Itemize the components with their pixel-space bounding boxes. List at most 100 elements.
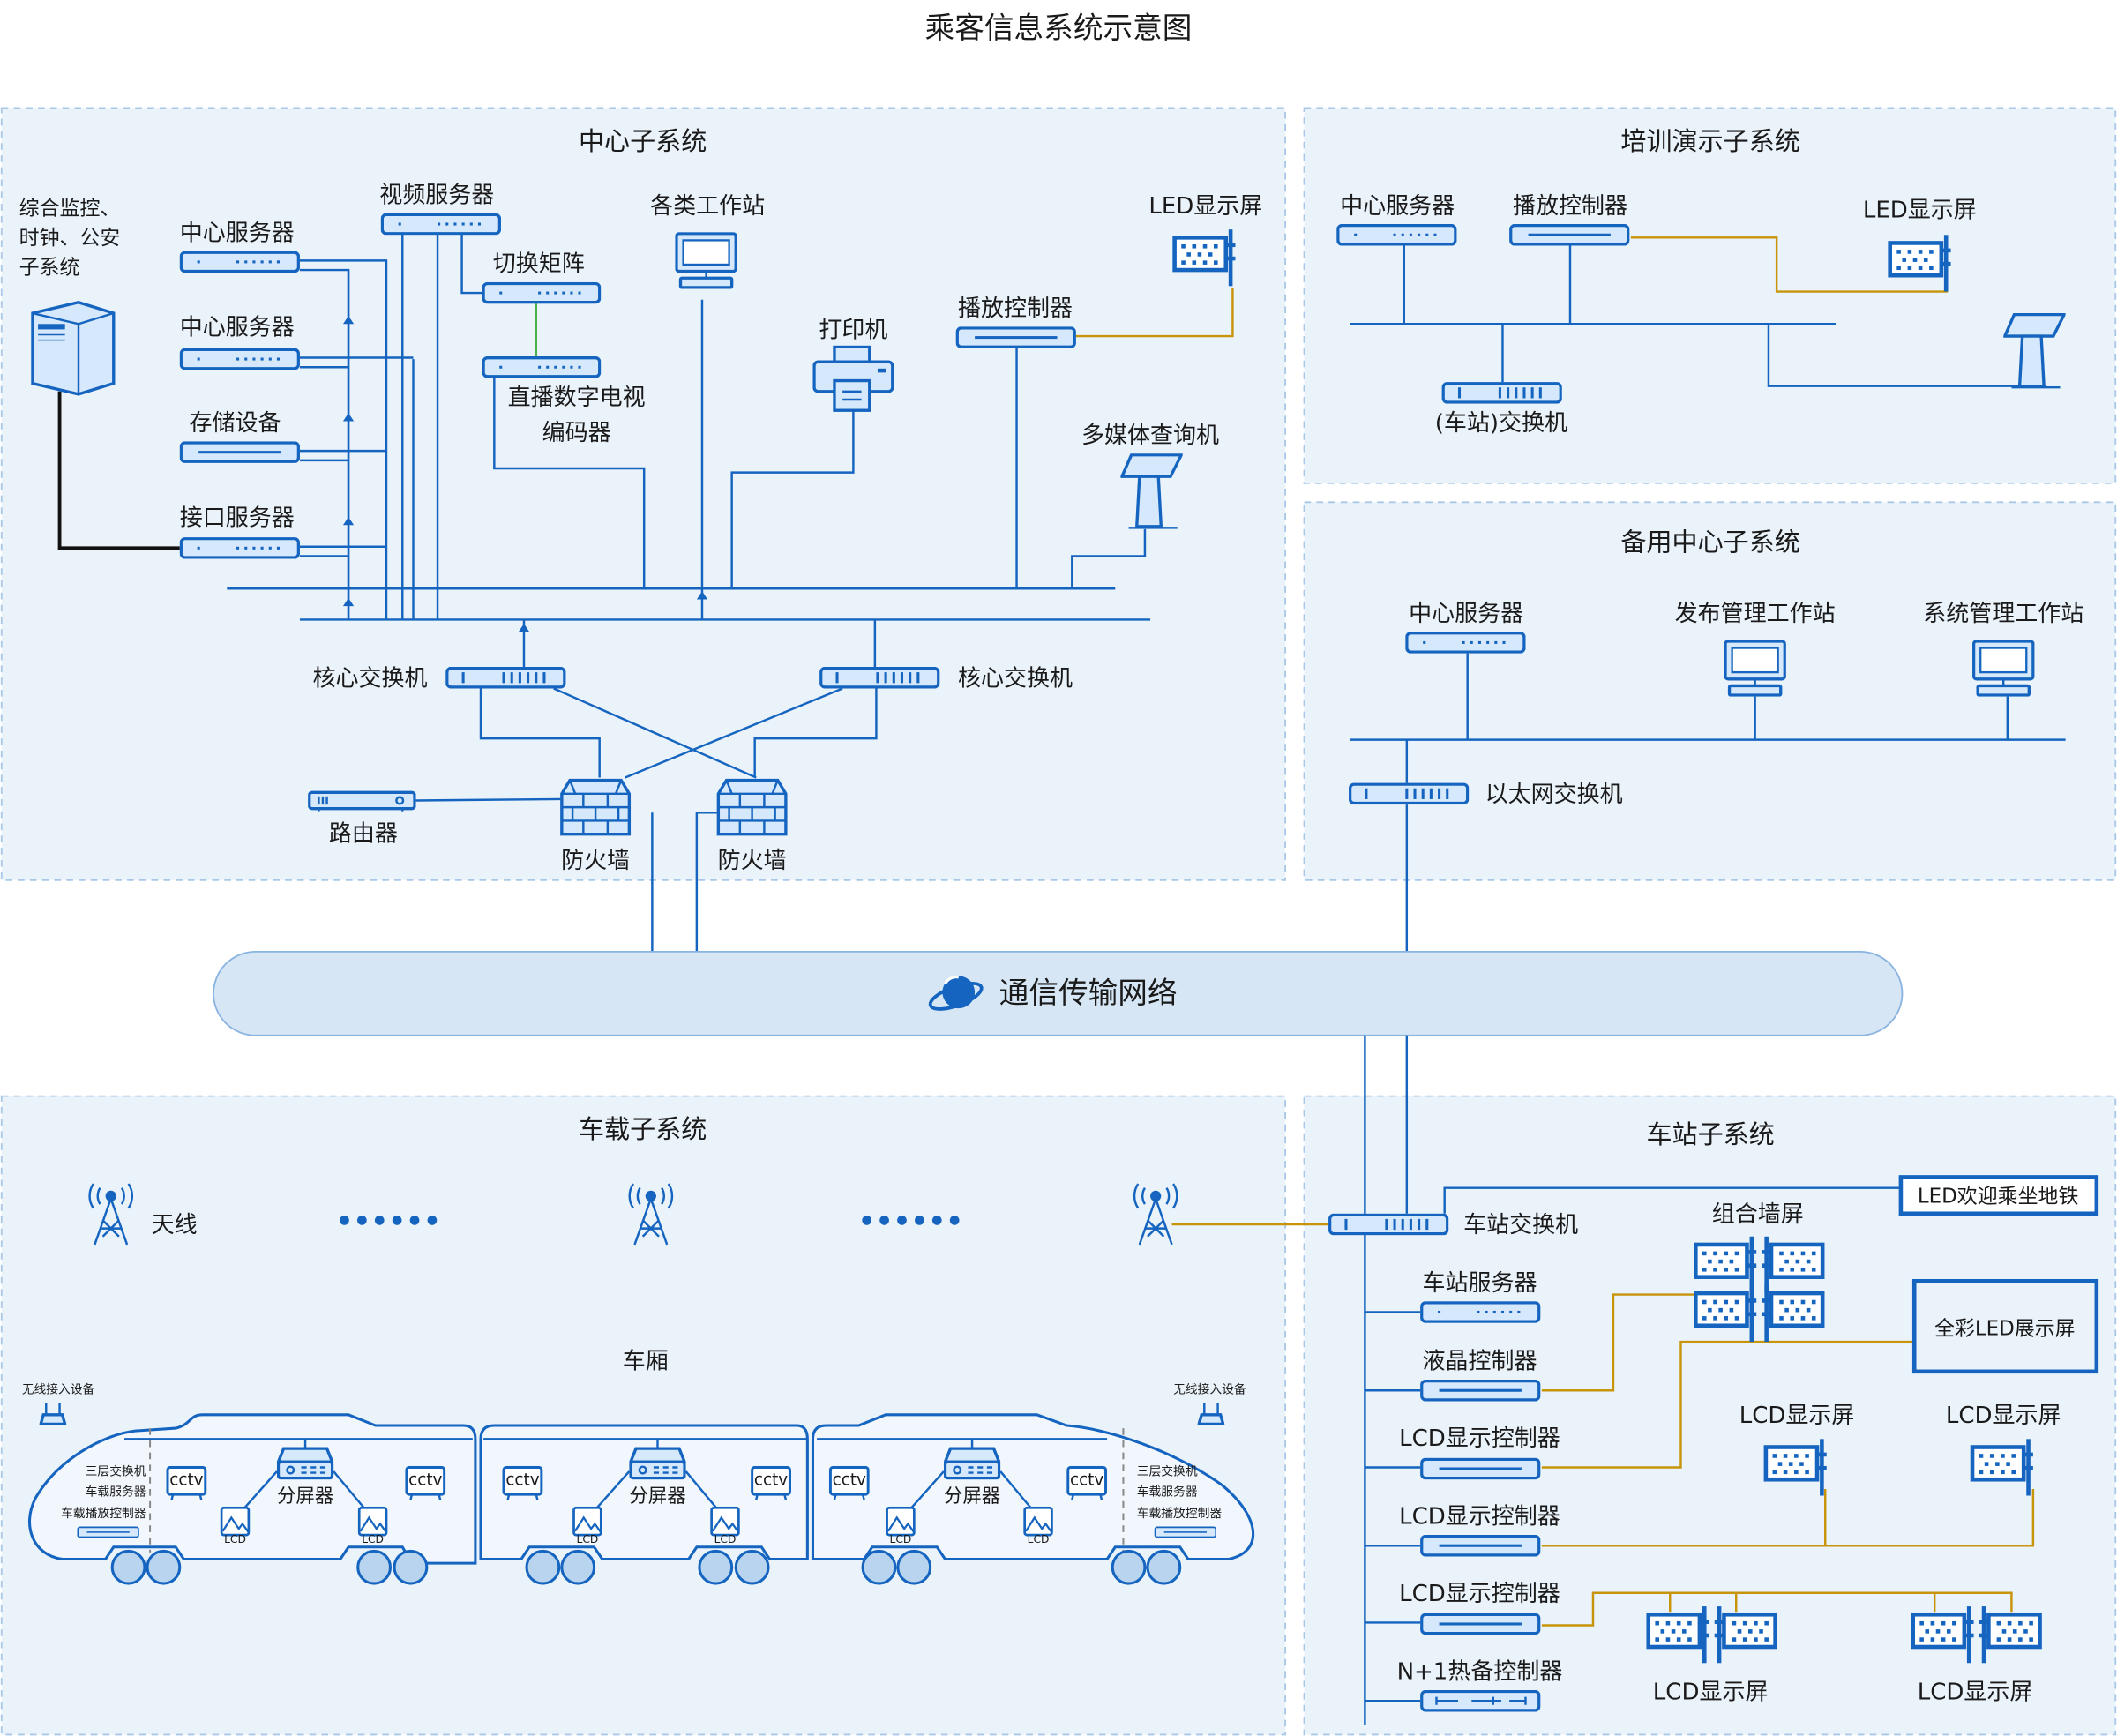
station-switch-icon [1328,1213,1449,1236]
antenna-label: 天线 [152,1212,198,1238]
firewall-label: 防火墙 [718,848,787,874]
splitter-label: 分屏器 [944,1485,1000,1508]
video-server-icon [380,213,501,236]
center-server-label: 中心服务器 [1340,193,1455,220]
ext-system-label: 子系统 [19,257,80,280]
storage-label: 存储设备 [189,410,281,437]
core-switch-icon [445,666,566,689]
lcd-display-controller-label: LCD显示控制器 [1399,1504,1560,1530]
onboard-controller-icon [77,1526,139,1538]
center-server-icon [1405,632,1526,654]
hot-standby-controller-icon [1420,1689,1541,1712]
lcd-screen-label: LCD显示屏 [1918,1680,2033,1706]
lcd-screen-label: LCD显示屏 [1946,1403,2061,1429]
firewall-icon [716,778,788,836]
center-title: 中心子系统 [579,126,707,156]
lcd-label: LCD [362,1533,384,1545]
center-server-icon [179,251,300,273]
firewall-label: 防火墙 [561,848,630,874]
video-server-label: 视频服务器 [379,183,494,209]
lcd-controller-label: 液晶控制器 [1422,1349,1537,1375]
cctv-label: cctv [1070,1470,1103,1489]
globe-icon [928,976,984,1011]
interface-server-label: 接口服务器 [180,505,295,531]
lcd-icon [886,1506,916,1537]
splitter-icon [276,1447,334,1480]
welcome-led-sign [1898,1175,2099,1216]
play-controller-label: 播放控制器 [1513,193,1627,220]
cctv-label: cctv [505,1470,539,1489]
station-switch-label: (车站)交换机 [1435,410,1567,437]
play-controller-icon [955,326,1076,348]
training-title: 培训演示子系统 [1620,126,1799,156]
ext-system-label: 综合监控、 [19,197,121,220]
onboard-server-label: 车载服务器 [1137,1485,1198,1500]
splitter-icon [629,1447,686,1480]
wap-label: 无线接入设备 [1173,1381,1246,1396]
encoder-label: 直播数字电视 [508,385,646,411]
workstation-icon [1972,640,2035,697]
monitoring-system-server-icon [31,301,116,396]
lcd-screen-label: LCD显示屏 [1653,1680,1769,1706]
led-display-label: LED显示屏 [1863,197,1977,223]
wheels [110,1549,1182,1585]
ext-system-label: 时钟、公安 [19,227,121,250]
ethernet-switch-icon [1349,782,1470,805]
center-server-label: 中心服务器 [1409,601,1523,627]
ethernet-switch-label: 以太网交换机 [1485,782,1623,808]
center-server-icon [179,348,300,370]
led-display-label: LED显示屏 [1148,193,1262,220]
station-switch-icon [1441,382,1562,404]
workstation-icon [675,232,737,289]
lcd-label: LCD [890,1533,912,1545]
cctv-label: cctv [754,1470,788,1489]
center-server-label: 中心服务器 [180,220,295,246]
encoder-label: 编码器 [542,420,611,446]
station-switch-label: 车站交换机 [1463,1212,1578,1238]
network-label: 通信传输网络 [999,976,1178,1010]
full-color-led-screen [1911,1278,2099,1374]
ellipsis-dots [340,1216,960,1225]
station-server-label: 车站服务器 [1422,1270,1537,1297]
training-subsystem: 培训演示子系统 中心服务器 播放控制器 LED显示屏 (车站)交换机 [1336,126,2066,437]
router-label: 路由器 [329,820,398,847]
lcd-display-controller-icon [1420,1534,1541,1557]
splitter-icon [943,1447,1001,1480]
station-subsystem: 车站子系统 车站交换机 LED欢迎乘坐地铁 组合墙屏 车站服务器 液晶控制器 L… [1171,1035,2099,1725]
transmission-network: 通信传输网络 [213,950,1904,1036]
center-server-label: 中心服务器 [180,315,295,341]
splitter-label: 分屏器 [277,1485,333,1508]
lcd-label: LCD [714,1533,737,1545]
full-color-led-label: 全彩LED展示屏 [1934,1317,2076,1340]
router-icon [308,790,416,812]
publish-workstation-label: 发布管理工作站 [1675,601,1836,627]
lcd-label: LCD [577,1533,599,1545]
lcd-display-controller-label: LCD显示控制器 [1399,1581,1560,1607]
onboard-server-label: 车载服务器 [86,1485,146,1500]
lcd-icon [572,1506,602,1537]
vehicle-title: 车载子系统 [579,1114,707,1144]
lcd-icon [710,1506,740,1537]
kiosk-label: 多媒体查询机 [1081,423,1219,449]
switch-matrix-label: 切换矩阵 [493,251,585,278]
welcome-led-label: LED欢迎乘坐地铁 [1918,1186,2079,1208]
core-switch-icon [819,666,940,689]
training-subsystem-panel [1303,107,2117,484]
center-server-icon [1336,224,1457,246]
wap-label: 无线接入设备 [22,1381,95,1396]
switch-matrix-icon [482,281,602,304]
encoder-icon [482,356,602,378]
storage-icon [179,441,300,463]
cctv-label: cctv [169,1470,203,1489]
firewall-icon [560,778,632,836]
hot-standby-controller-label: N+1热备控制器 [1397,1659,1563,1686]
vehicle-subsystem: 车载子系统 天线 车厢 无线接入设备 无线接入设备 三层交换机 车载服务器 车载… [22,1114,1255,1585]
lcd-display-controller-icon [1420,1457,1541,1480]
backup-title: 备用中心子系统 [1620,527,1799,557]
play-controller-icon [1509,224,1630,246]
lcd-icon [220,1506,251,1537]
lcd-icon [357,1506,388,1537]
video-wall-label: 组合墙屏 [1712,1201,1804,1228]
diagram-title: 乘客信息系统示意图 [925,11,1193,45]
